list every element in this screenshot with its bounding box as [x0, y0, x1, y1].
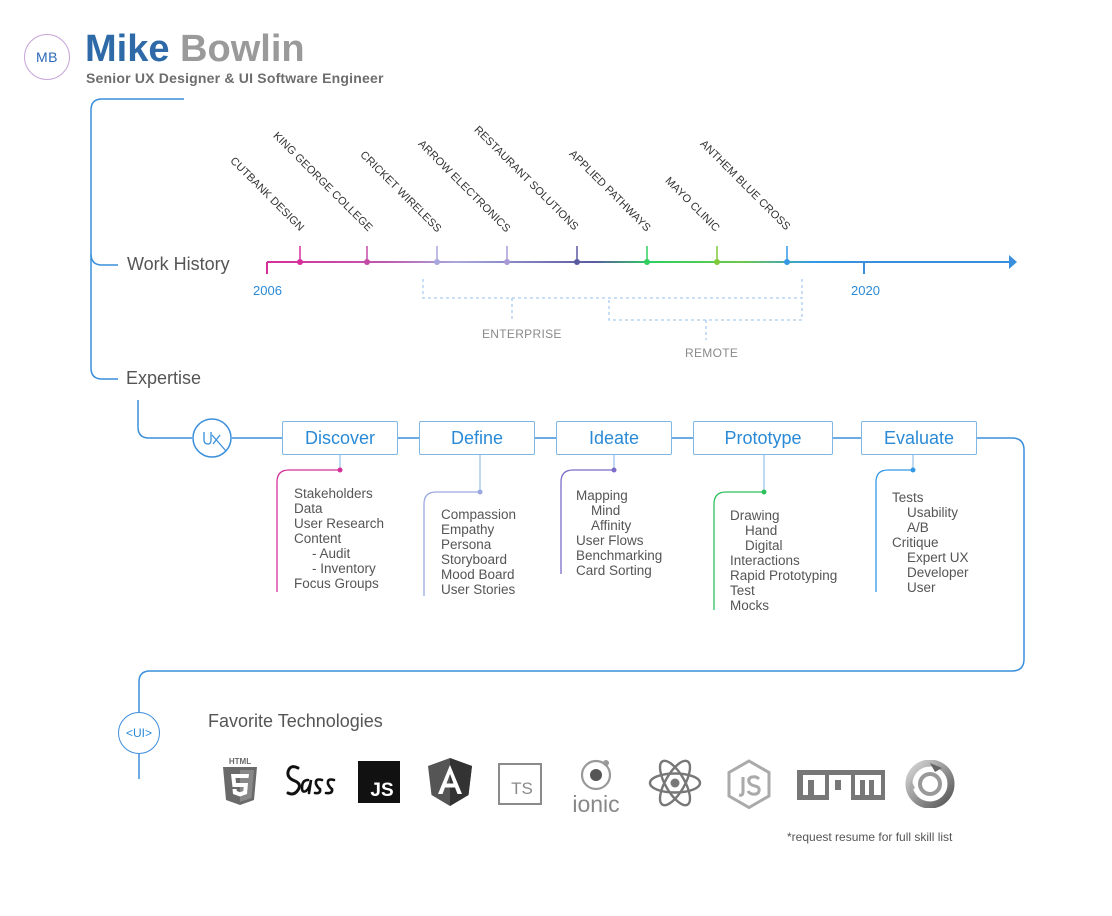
list-item: Developer	[907, 565, 969, 580]
npm-label: npm	[840, 799, 842, 801]
company-dot	[644, 259, 650, 265]
company-dot	[297, 259, 303, 265]
page-title: Mike Bowlin	[85, 26, 305, 72]
stage-dot	[761, 489, 767, 495]
list-item: Drawing	[730, 508, 780, 523]
stage-ideate: Ideate	[556, 421, 672, 455]
technologies-title: Favorite Technologies	[208, 711, 383, 731]
ux-icon	[192, 418, 232, 458]
javascript-icon: JS	[358, 761, 400, 803]
list-item: Digital	[745, 538, 783, 553]
logo-initials: MB	[36, 49, 58, 65]
list-item: Data	[294, 501, 323, 516]
stage-dot	[611, 467, 617, 473]
evaluate-list: Tests Usability A/B Critique Expert UX D…	[892, 490, 969, 595]
list-item: Empathy	[441, 522, 495, 537]
list-item: Usability	[907, 505, 959, 520]
list-item: A/B	[907, 520, 929, 535]
footnote: *request resume for full skill list	[787, 830, 953, 844]
stage-rail	[423, 491, 480, 596]
work-history-label: Work History	[127, 254, 230, 274]
ui-badge: <UI>	[118, 712, 160, 754]
list-item: Mapping	[576, 488, 628, 503]
company-dot	[714, 259, 720, 265]
first-name: Mike	[85, 28, 170, 70]
list-item: Hand	[745, 523, 778, 538]
remote-label: REMOTE	[685, 346, 739, 360]
list-item: Storyboard	[441, 552, 508, 567]
stage-dot	[477, 489, 483, 495]
company-dot	[364, 259, 370, 265]
last-name: Bowlin	[180, 28, 305, 70]
stage-rail	[276, 469, 340, 592]
define-list: Compassion Empathy Persona Storyboard Mo…	[441, 507, 516, 597]
list-item: Critique	[892, 535, 939, 550]
stage-rail	[713, 491, 764, 610]
list-item: Interactions	[730, 553, 800, 568]
company-dot	[784, 259, 790, 265]
stage-dot	[337, 467, 343, 473]
ui-badge-label: <UI>	[125, 726, 152, 740]
ionic-label: ionic	[572, 791, 619, 816]
list-item: Benchmarking	[576, 548, 663, 563]
company-dot	[434, 259, 440, 265]
angular-icon	[426, 757, 474, 809]
typescript-icon: TS	[498, 763, 542, 805]
list-item: Test	[730, 583, 755, 598]
stage-prototype: Prototype	[693, 421, 833, 455]
list-item: User Research	[294, 516, 385, 531]
stage-rail	[875, 469, 913, 592]
list-item: User Stories	[441, 582, 516, 597]
stage-discover: Discover	[282, 421, 398, 455]
nodejs-icon	[725, 759, 773, 811]
discover-list: Stakeholders Data User Research Content …	[294, 486, 384, 591]
list-item: User	[907, 580, 936, 595]
list-item: - Audit	[312, 546, 351, 561]
stage-evaluate: Evaluate	[861, 421, 977, 455]
prototype-list: Drawing Hand Digital Interactions Rapid …	[730, 508, 837, 613]
company-dot	[574, 259, 580, 265]
cycle-icon	[905, 760, 955, 808]
html5-label: HTML	[229, 757, 251, 766]
ionic-icon: ionic	[564, 754, 628, 816]
list-item: Affinity	[591, 518, 632, 533]
list-item: Stakeholders	[294, 486, 373, 501]
list-item: Card Sorting	[576, 563, 652, 578]
list-item: Compassion	[441, 507, 517, 522]
list-item: User Flows	[576, 533, 644, 548]
list-item: Mind	[591, 503, 621, 518]
job-subtitle: Senior UX Designer & UI Software Enginee…	[86, 70, 384, 86]
end-year: 2020	[851, 283, 880, 298]
list-item: - Inventory	[312, 561, 376, 576]
enterprise-label: ENTERPRISE	[482, 327, 562, 341]
sass-icon	[284, 760, 340, 802]
js-label: JS	[370, 780, 393, 801]
react-icon	[647, 758, 703, 808]
logo-badge: MB	[24, 34, 70, 80]
company-dot	[504, 259, 510, 265]
list-item: Persona	[441, 537, 492, 552]
html5-icon: HTML	[220, 756, 260, 806]
expertise-label: Expertise	[126, 368, 202, 388]
npm-icon: npm	[797, 770, 885, 804]
ideate-list: Mapping Mind Affinity User Flows Benchma…	[576, 488, 662, 578]
stage-rail	[560, 469, 614, 574]
stage-dot	[910, 467, 916, 473]
list-item: Content	[294, 531, 342, 546]
list-item: Mood Board	[441, 567, 515, 582]
list-item: Focus Groups	[294, 576, 379, 591]
list-item: Mocks	[730, 598, 770, 613]
list-item: Expert UX	[907, 550, 969, 565]
list-item: Rapid Prototyping	[730, 568, 838, 583]
list-item: Tests	[892, 490, 924, 505]
stage-define: Define	[419, 421, 535, 455]
ts-label: TS	[511, 779, 533, 798]
start-year: 2006	[253, 283, 282, 298]
